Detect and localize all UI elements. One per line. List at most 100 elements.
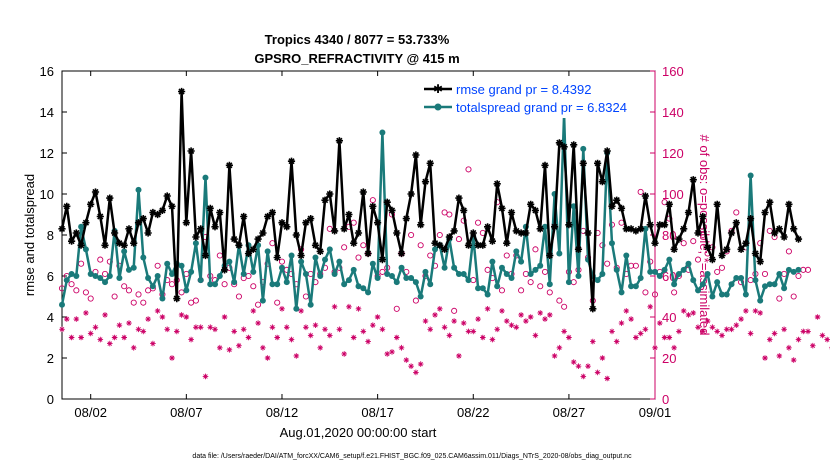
data-point (378, 256, 386, 264)
data-point (73, 287, 80, 294)
data-point (695, 287, 702, 294)
data-point (408, 231, 415, 239)
x-tick-label: 08/07 (170, 405, 203, 420)
data-point (92, 273, 99, 279)
data-point (135, 291, 142, 298)
data-point (680, 225, 688, 233)
x-tick-label: 08/02 (74, 405, 107, 420)
data-point (723, 291, 730, 298)
data-point (284, 324, 290, 331)
data-point (446, 332, 453, 339)
data-point (211, 223, 219, 231)
data-point (169, 355, 175, 361)
data-point (756, 258, 764, 266)
data-point (684, 208, 693, 217)
data-point (647, 303, 653, 310)
chart-subtitle: GPSRO_REFRACTIVITY @ 415 m (254, 51, 459, 66)
data-point (431, 239, 439, 247)
data-point (316, 247, 324, 255)
data-point (188, 336, 194, 343)
data-point (187, 147, 195, 155)
data-point (690, 277, 697, 284)
data-point (455, 236, 462, 243)
data-point (609, 328, 615, 335)
data-point (317, 273, 324, 279)
data-point (202, 373, 209, 380)
data-point (709, 293, 716, 300)
data-point (288, 336, 295, 343)
data-point (121, 283, 128, 290)
data-point (154, 308, 161, 314)
data-point (374, 314, 381, 320)
data-point (422, 268, 429, 275)
data-point (598, 178, 606, 186)
data-point (766, 281, 773, 288)
data-point (489, 336, 496, 343)
data-point (723, 326, 730, 333)
data-point (226, 347, 233, 353)
data-point (642, 289, 649, 296)
data-point (394, 334, 400, 341)
data-point (264, 248, 271, 255)
data-point (781, 326, 787, 333)
data-point (771, 281, 778, 288)
data-point (345, 210, 353, 219)
data-point (546, 281, 553, 288)
data-point (197, 324, 204, 331)
data-point (723, 245, 731, 253)
data-point (335, 137, 343, 145)
data-point (580, 373, 587, 380)
data-point (63, 277, 70, 284)
data-point (274, 334, 280, 341)
data-point (503, 239, 511, 247)
data-point (494, 326, 500, 333)
data-point (106, 194, 114, 202)
data-point (675, 270, 682, 277)
data-point (182, 219, 190, 227)
data-point (637, 225, 645, 233)
data-point (255, 301, 262, 308)
data-point (369, 260, 376, 267)
data-point (714, 328, 720, 335)
data-point (331, 227, 339, 235)
data-point (733, 209, 740, 216)
data-point (527, 279, 534, 286)
data-point (307, 215, 315, 223)
data-point (551, 223, 559, 231)
data-point (805, 328, 811, 335)
data-point (311, 241, 320, 249)
legend-rmse-marker: ✱ (433, 82, 443, 96)
data-point (642, 326, 649, 333)
data-point (565, 221, 573, 229)
data-point (714, 268, 721, 275)
data-point (604, 260, 611, 267)
data-point (432, 246, 439, 253)
data-point (140, 328, 147, 335)
data-point (594, 159, 602, 167)
data-point (216, 208, 224, 217)
data-point (623, 252, 630, 259)
data-point (408, 275, 415, 282)
data-point (790, 225, 798, 233)
data-point (652, 344, 658, 351)
data-point (58, 225, 66, 233)
data-point (421, 178, 430, 186)
data-point (680, 240, 687, 247)
data-point (345, 277, 352, 284)
data-point (197, 277, 204, 284)
data-point (206, 204, 214, 212)
data-point (201, 251, 210, 260)
data-point (628, 316, 634, 322)
data-point (507, 208, 516, 217)
y-axis-left: 0 2 4 6 8 10 12 14 16 (40, 64, 67, 407)
data-point (249, 245, 257, 253)
data-point (255, 320, 261, 326)
data-point (173, 294, 181, 303)
data-point (341, 244, 348, 251)
data-point (68, 237, 76, 245)
data-point (738, 316, 744, 322)
data-point (489, 258, 496, 265)
data-point (637, 188, 644, 195)
data-point (183, 314, 190, 320)
data-point (278, 264, 285, 271)
